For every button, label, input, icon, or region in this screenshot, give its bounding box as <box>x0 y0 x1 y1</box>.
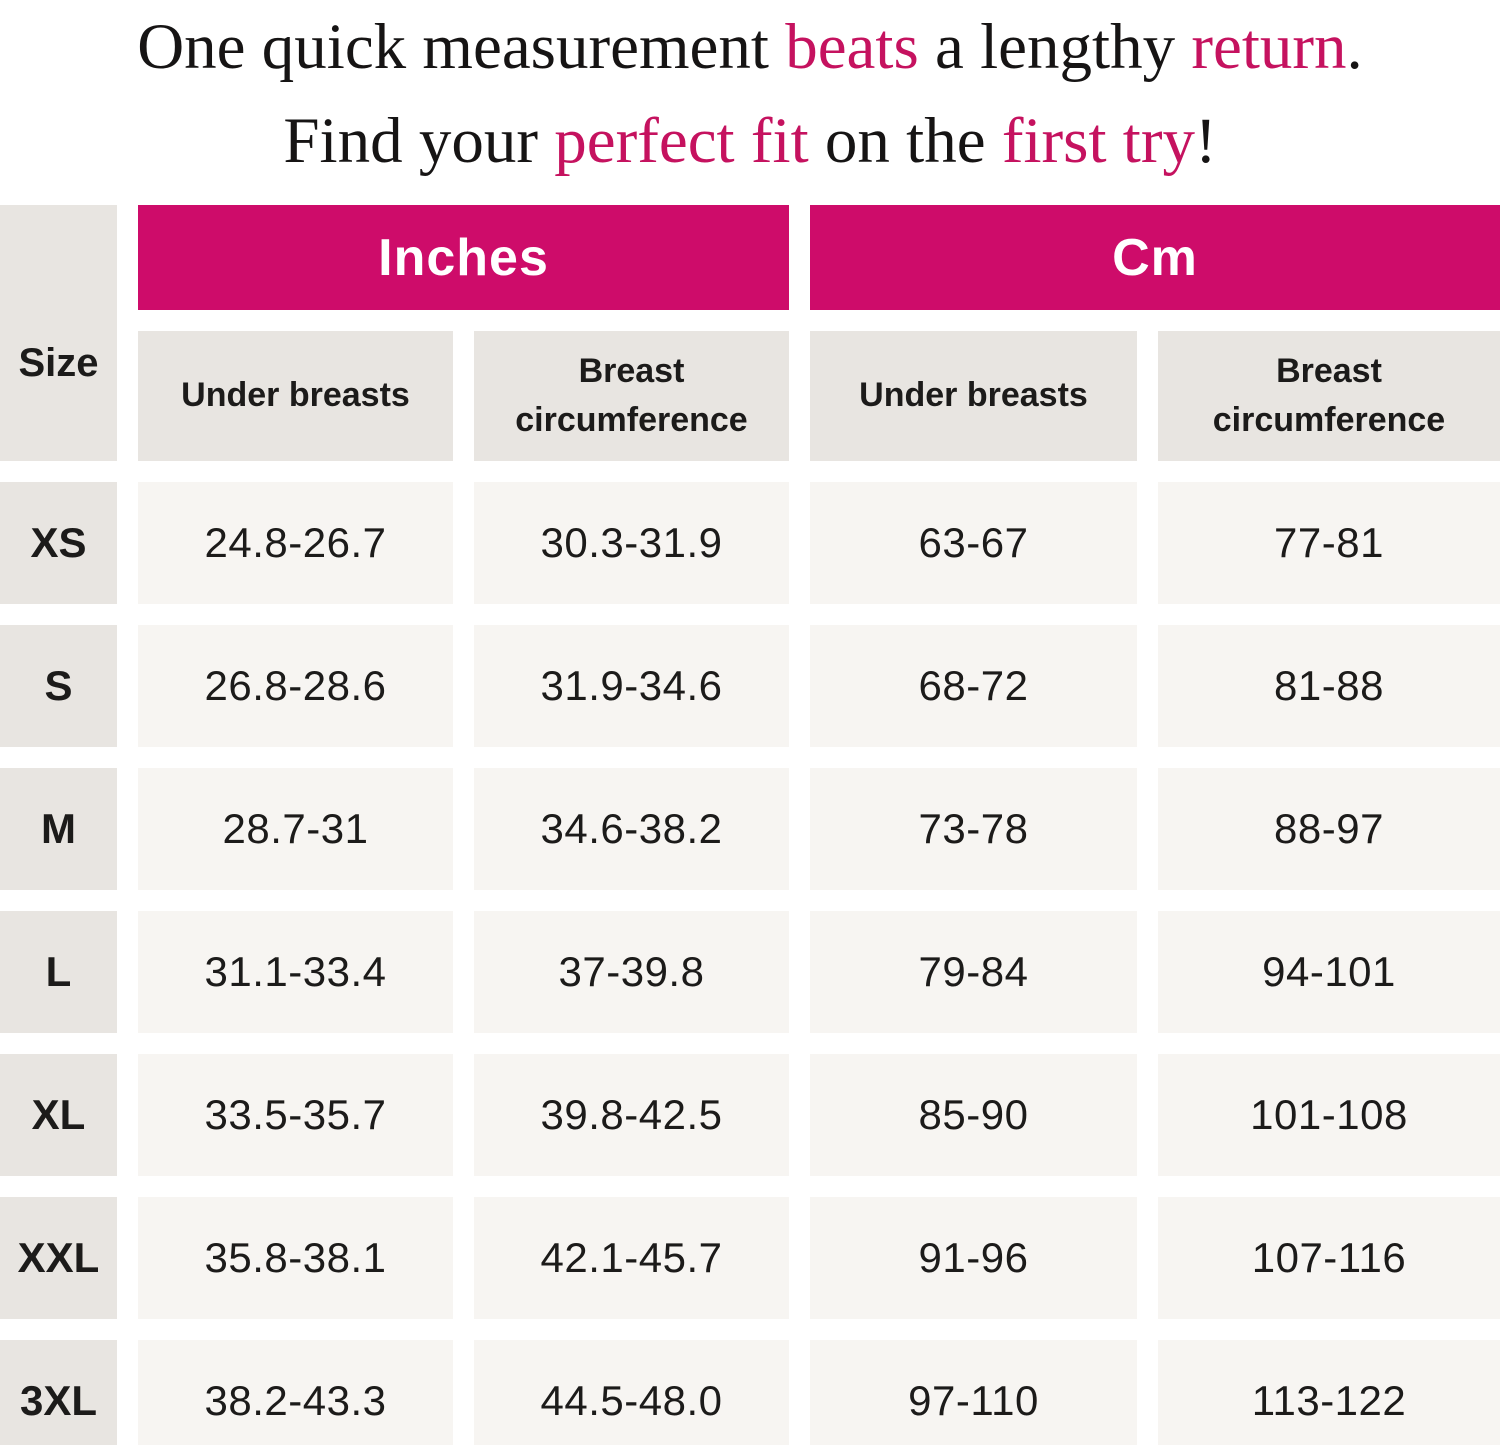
row-header-size-3xl: 3XL <box>0 1340 117 1445</box>
row-header-size-s: S <box>0 625 117 747</box>
cell-l-inches-breast-circumference: 37-39.8 <box>474 911 789 1033</box>
cell-xxl-inches-under-breasts: 35.8-38.1 <box>138 1197 453 1319</box>
heading-line-1: One quick measurement beats a lengthy re… <box>0 0 1500 94</box>
cell-xl-inches-breast-circumference: 39.8-42.5 <box>474 1054 789 1176</box>
row-header-size-xs: XS <box>0 482 117 604</box>
cell-3xl-cm-breast-circumference: 113-122 <box>1158 1340 1500 1445</box>
column-header-inches-under-breasts: Under breasts <box>138 331 453 461</box>
cell-3xl-inches-breast-circumference: 44.5-48.0 <box>474 1340 789 1445</box>
cell-s-inches-under-breasts: 26.8-28.6 <box>138 625 453 747</box>
heading-line-2: Find your perfect fit on the first try! <box>0 94 1500 188</box>
cell-xxl-cm-under-breasts: 91-96 <box>810 1197 1137 1319</box>
cell-s-cm-breast-circumference: 81-88 <box>1158 625 1500 747</box>
heading-text: One quick measurement <box>137 11 786 83</box>
page-title: One quick measurement beats a lengthy re… <box>0 0 1500 188</box>
row-header-size-xl: XL <box>0 1054 117 1176</box>
heading-accent-first-try: first try <box>1001 105 1195 177</box>
column-header-size: Size <box>0 205 117 461</box>
cell-xxl-cm-breast-circumference: 107-116 <box>1158 1197 1500 1319</box>
cell-xl-inches-under-breasts: 33.5-35.7 <box>138 1054 453 1176</box>
size-chart-table: Size Inches Cm Under breasts Breast circ… <box>0 205 1500 1445</box>
heading-text: on the <box>808 105 1002 177</box>
column-header-cm-breast-circumference: Breast circumference <box>1158 331 1500 461</box>
cell-xs-inches-under-breasts: 24.8-26.7 <box>138 482 453 604</box>
cell-m-inches-under-breasts: 28.7-31 <box>138 768 453 890</box>
column-group-header-inches: Inches <box>138 205 789 310</box>
column-header-cm-under-breasts: Under breasts <box>810 331 1137 461</box>
cell-xs-cm-breast-circumference: 77-81 <box>1158 482 1500 604</box>
heading-text: ! <box>1194 105 1217 177</box>
row-header-size-l: L <box>0 911 117 1033</box>
heading-text: a lengthy <box>918 11 1192 83</box>
cell-xxl-inches-breast-circumference: 42.1-45.7 <box>474 1197 789 1319</box>
cell-xl-cm-breast-circumference: 101-108 <box>1158 1054 1500 1176</box>
cell-s-cm-under-breasts: 68-72 <box>810 625 1137 747</box>
cell-xl-cm-under-breasts: 85-90 <box>810 1054 1137 1176</box>
cell-xs-cm-under-breasts: 63-67 <box>810 482 1137 604</box>
cell-s-inches-breast-circumference: 31.9-34.6 <box>474 625 789 747</box>
cell-l-cm-breast-circumference: 94-101 <box>1158 911 1500 1033</box>
row-header-size-xxl: XXL <box>0 1197 117 1319</box>
row-header-size-m: M <box>0 768 117 890</box>
cell-3xl-inches-under-breasts: 38.2-43.3 <box>138 1340 453 1445</box>
heading-text: Find your <box>283 105 555 177</box>
cell-l-cm-under-breasts: 79-84 <box>810 911 1137 1033</box>
cell-xs-inches-breast-circumference: 30.3-31.9 <box>474 482 789 604</box>
heading-text: . <box>1346 11 1363 83</box>
cell-l-inches-under-breasts: 31.1-33.4 <box>138 911 453 1033</box>
heading-accent-return: return <box>1191 11 1347 83</box>
column-group-header-cm: Cm <box>810 205 1500 310</box>
heading-accent-beats: beats <box>785 11 919 83</box>
cell-3xl-cm-under-breasts: 97-110 <box>810 1340 1137 1445</box>
cell-m-inches-breast-circumference: 34.6-38.2 <box>474 768 789 890</box>
cell-m-cm-under-breasts: 73-78 <box>810 768 1137 890</box>
heading-accent-perfect-fit: perfect fit <box>554 105 809 177</box>
cell-m-cm-breast-circumference: 88-97 <box>1158 768 1500 890</box>
column-header-inches-breast-circumference: Breast circumference <box>474 331 789 461</box>
